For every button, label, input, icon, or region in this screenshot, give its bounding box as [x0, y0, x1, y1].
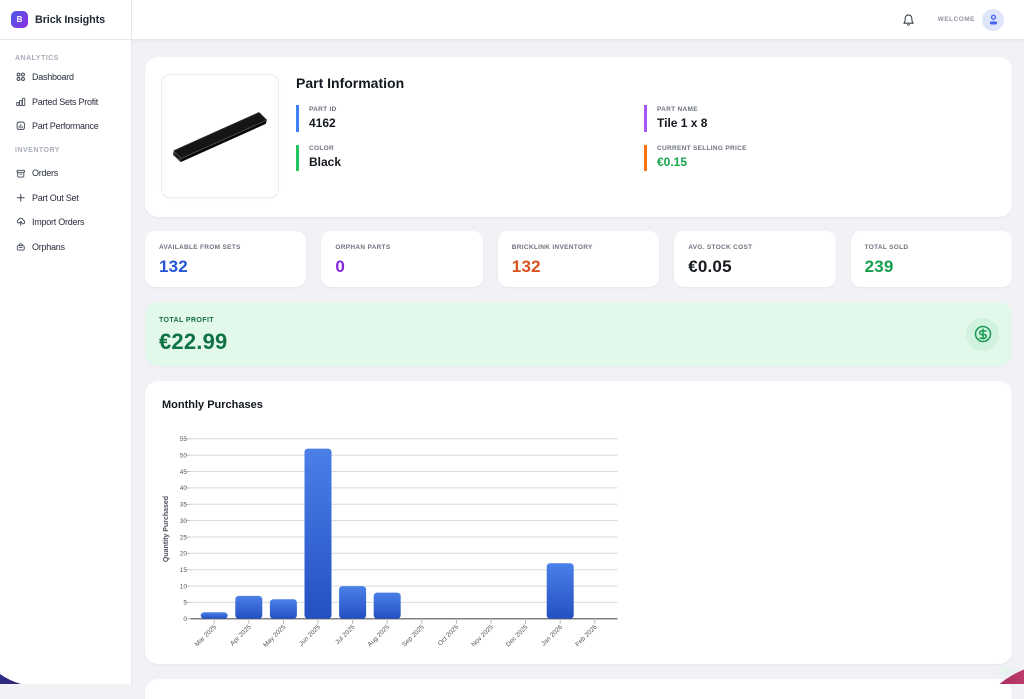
svg-text:May 2025: May 2025: [262, 623, 287, 648]
svg-text:Dec 2025: Dec 2025: [505, 623, 530, 648]
svg-text:30: 30: [180, 518, 188, 525]
svg-text:Mar 2025: Mar 2025: [194, 623, 219, 648]
svg-text:35: 35: [180, 502, 188, 509]
svg-text:Aug 2025: Aug 2025: [366, 624, 391, 649]
svg-text:20: 20: [180, 551, 188, 558]
svg-text:Oct 2025: Oct 2025: [437, 624, 461, 648]
svg-text:Jul 2025: Jul 2025: [334, 623, 357, 646]
svg-text:Feb 2026: Feb 2026: [574, 623, 599, 648]
svg-text:Quantity Purchased: Quantity Purchased: [163, 496, 170, 562]
svg-text:40: 40: [180, 485, 188, 492]
svg-text:Nov 2025: Nov 2025: [470, 623, 495, 648]
svg-text:45: 45: [180, 469, 188, 476]
svg-text:Jun 2025: Jun 2025: [298, 623, 322, 647]
svg-text:5: 5: [183, 600, 187, 607]
svg-text:50: 50: [180, 453, 188, 460]
svg-text:10: 10: [180, 583, 188, 590]
svg-text:Jan 2026: Jan 2026: [540, 623, 564, 647]
svg-text:Sep 2025: Sep 2025: [401, 624, 426, 649]
svg-text:15: 15: [180, 567, 188, 574]
svg-text:0: 0: [183, 616, 187, 623]
svg-text:55: 55: [180, 436, 188, 443]
svg-text:25: 25: [180, 534, 188, 541]
svg-text:Apr 2025: Apr 2025: [229, 623, 253, 647]
